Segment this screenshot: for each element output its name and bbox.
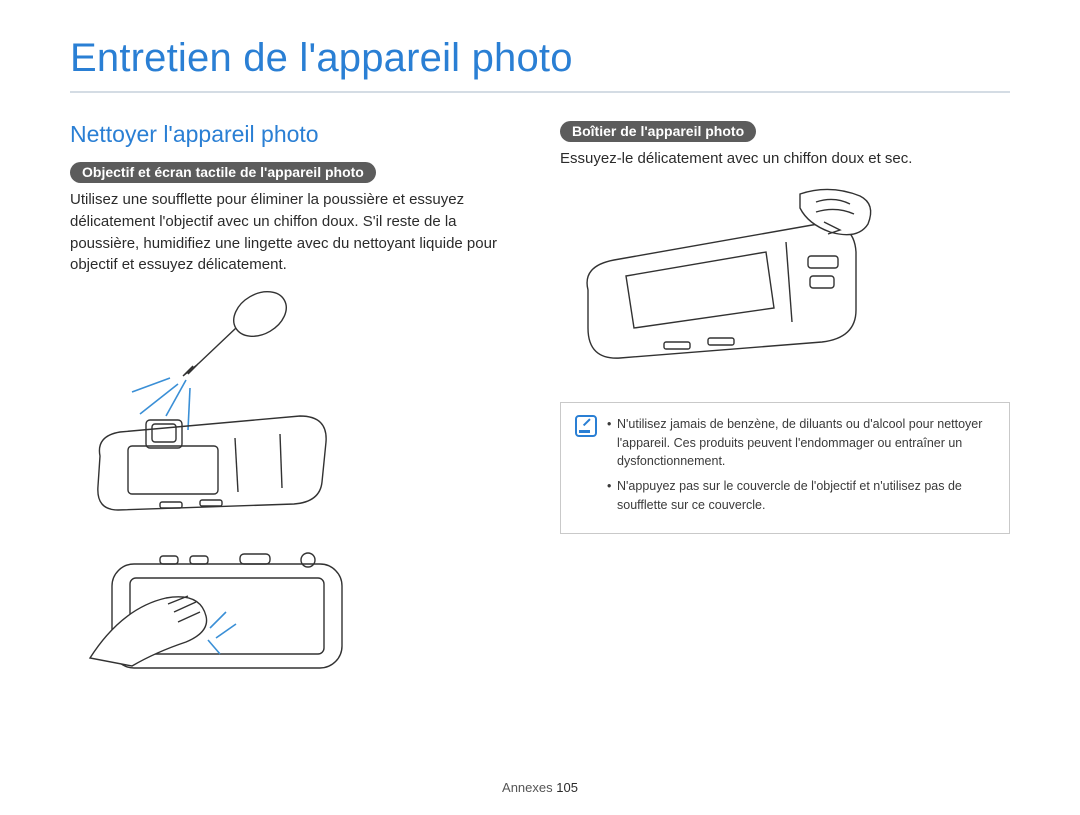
illustration-wipe-screen xyxy=(70,538,520,688)
body-cleaning-text: Essuyez-le délicatement avec un chiffon … xyxy=(560,148,1010,170)
two-column-layout: Nettoyer l'appareil photo Objectif et éc… xyxy=(70,121,1010,700)
lens-cleaning-text: Utilisez une soufflette pour éliminer la… xyxy=(70,189,520,276)
note-item: N'appuyez pas sur le couvercle de l'obje… xyxy=(607,477,995,515)
illustration-blower xyxy=(70,286,520,526)
note-list: N'utilisez jamais de benzène, de diluant… xyxy=(607,415,995,521)
illustration-wipe-body xyxy=(560,180,1010,380)
subsection-pill-body: Boîtier de l'appareil photo xyxy=(560,121,756,142)
left-column: Nettoyer l'appareil photo Objectif et éc… xyxy=(70,121,520,700)
manual-page: Entretien de l'appareil photo Nettoyer l… xyxy=(0,0,1080,815)
subsection-pill-lens: Objectif et écran tactile de l'appareil … xyxy=(70,162,376,183)
page-title: Entretien de l'appareil photo xyxy=(70,36,1010,93)
page-footer: Annexes 105 xyxy=(0,780,1080,795)
section-title-clean: Nettoyer l'appareil photo xyxy=(70,121,520,148)
footer-section-label: Annexes xyxy=(502,780,553,795)
right-column: Boîtier de l'appareil photo Essuyez-le d… xyxy=(560,121,1010,700)
page-number: 105 xyxy=(556,780,578,795)
note-icon xyxy=(575,415,597,437)
caution-note-box: N'utilisez jamais de benzène, de diluant… xyxy=(560,402,1010,534)
note-item: N'utilisez jamais de benzène, de diluant… xyxy=(607,415,995,471)
